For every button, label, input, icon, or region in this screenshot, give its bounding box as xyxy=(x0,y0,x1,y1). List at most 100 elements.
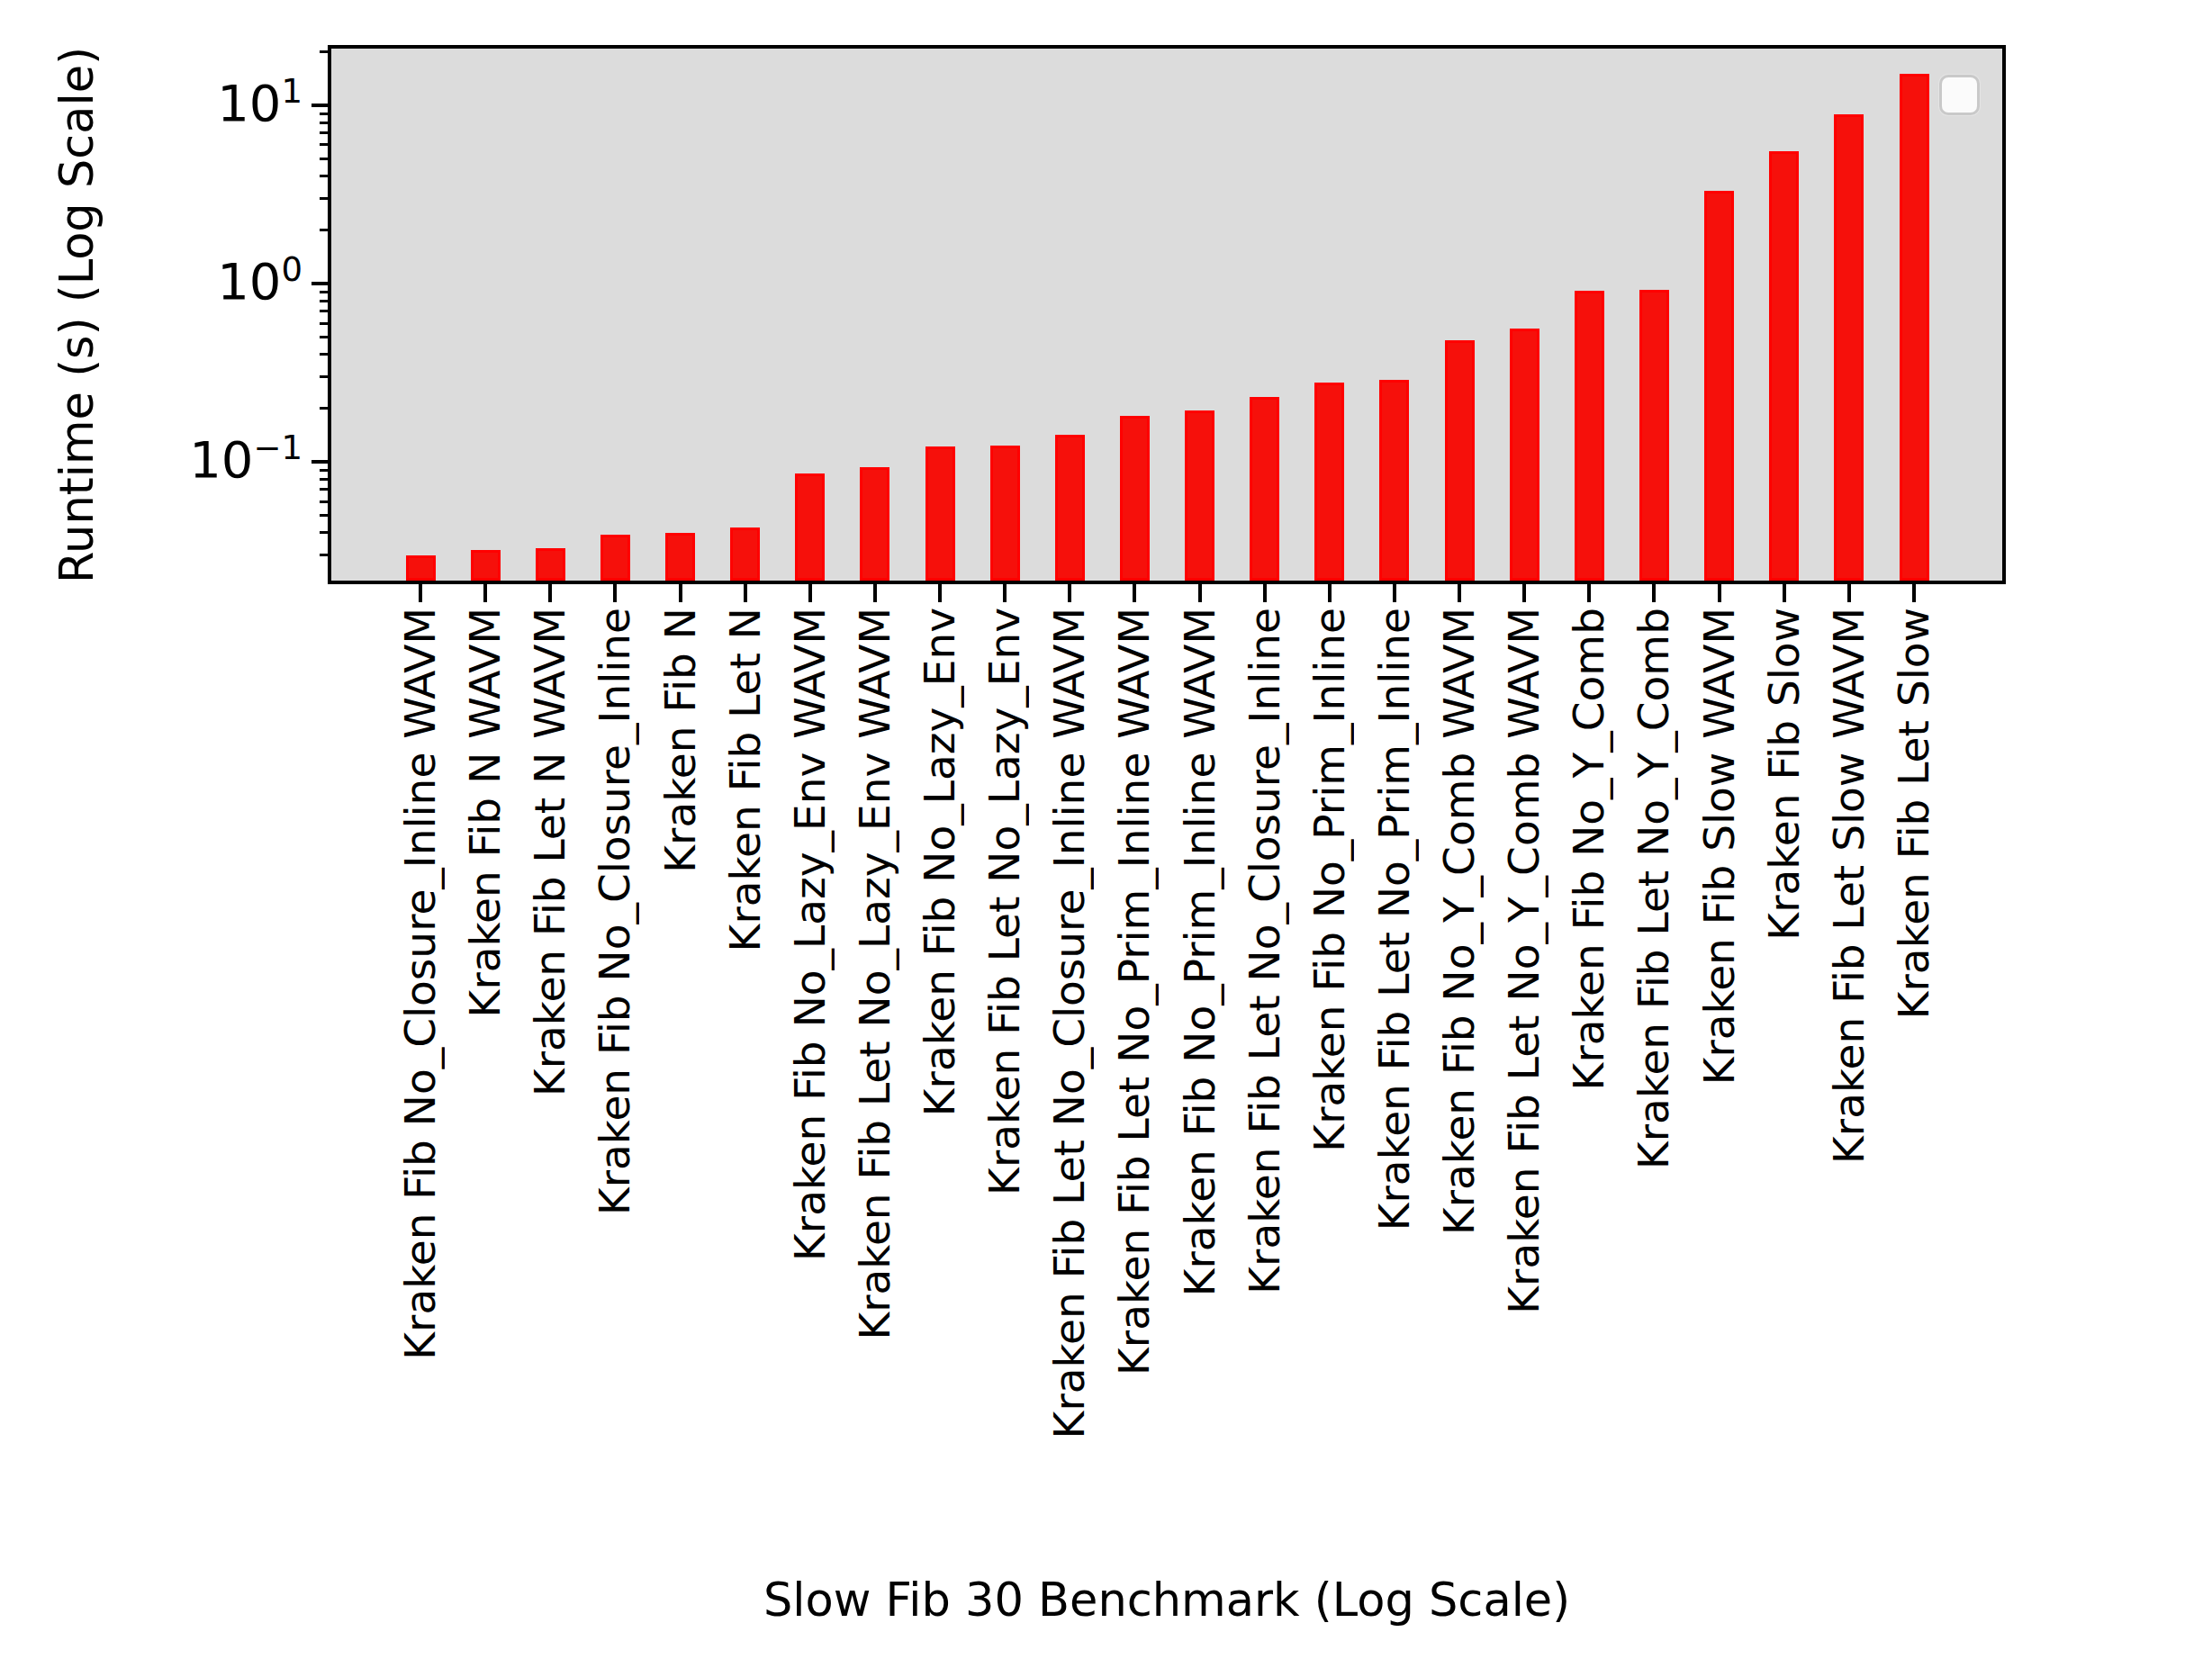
bar xyxy=(406,555,436,581)
x-tick-label: Kraken Fib No_Y_Comb WAVM xyxy=(1437,608,1482,1235)
x-tick xyxy=(808,581,812,602)
y-tick-minor xyxy=(320,291,331,293)
x-tick xyxy=(744,581,747,602)
x-tick xyxy=(679,581,682,602)
x-tick xyxy=(1458,581,1461,602)
y-tick-label: 10−1 xyxy=(189,430,302,489)
x-tick-label: Kraken Fib Let N WAVM xyxy=(528,608,573,1096)
y-tick-minor xyxy=(320,310,331,312)
bar xyxy=(1379,380,1409,581)
y-tick-label-base: 10 xyxy=(217,74,281,132)
y-tick-label: 101 xyxy=(217,74,302,132)
y-tick-minor xyxy=(320,554,331,556)
x-tick-label: Kraken Fib Let No_Y_Comb xyxy=(1631,608,1676,1169)
y-tick-minor xyxy=(320,353,331,356)
x-tick-label: Kraken Fib N xyxy=(658,608,703,873)
x-tick xyxy=(1587,581,1591,602)
y-tick-label-exponent: 1 xyxy=(281,72,302,111)
x-tick-label: Kraken Fib No_Lazy_Env WAVM xyxy=(788,608,833,1261)
y-tick-minor xyxy=(320,122,331,124)
y-tick-label-exponent: 0 xyxy=(281,250,302,289)
x-tick-label: Kraken Fib No_Prim_Inline xyxy=(1307,608,1352,1152)
x-tick-label: Kraken Fib Let Slow xyxy=(1891,608,1937,1019)
x-axis-label: Slow Fib 30 Benchmark (Log Scale) xyxy=(763,1573,1570,1627)
bar xyxy=(1120,416,1150,581)
y-tick-minor xyxy=(320,131,331,134)
x-tick xyxy=(1912,581,1916,602)
y-tick-major xyxy=(311,282,331,285)
y-tick-major xyxy=(311,460,331,464)
bar xyxy=(1314,383,1344,581)
bar xyxy=(1575,291,1604,581)
y-tick-label-base: 10 xyxy=(217,252,281,311)
x-tick-label: Kraken Fib Let Slow WAVM xyxy=(1827,608,1872,1164)
bar xyxy=(600,535,630,581)
y-tick-minor xyxy=(320,375,331,378)
bar xyxy=(1639,290,1669,581)
bar xyxy=(1055,435,1085,581)
legend-box xyxy=(1939,75,1980,115)
x-tick xyxy=(483,581,487,602)
bar xyxy=(1704,191,1734,581)
y-tick-minor xyxy=(320,322,331,325)
y-tick-minor xyxy=(320,229,331,231)
bar xyxy=(471,550,501,581)
y-tick-minor xyxy=(320,50,331,53)
x-tick xyxy=(1328,581,1332,602)
x-tick xyxy=(1718,581,1721,602)
y-tick-minor xyxy=(320,113,331,115)
x-tick xyxy=(1783,581,1786,602)
x-tick xyxy=(548,581,552,602)
x-tick-label: Kraken Fib Slow WAVM xyxy=(1697,608,1742,1085)
x-tick xyxy=(613,581,617,602)
x-tick-label: Kraken Fib Let No_Prim_Inline xyxy=(1372,608,1417,1231)
x-tick xyxy=(1847,581,1851,602)
x-tick-label: Kraken Fib No_Y_Comb xyxy=(1566,608,1612,1090)
x-tick xyxy=(1263,581,1267,602)
x-tick-label: Kraken Fib Let No_Lazy_Env xyxy=(982,608,1027,1195)
y-tick-minor xyxy=(320,175,331,177)
y-tick-major xyxy=(311,104,331,107)
y-tick-minor xyxy=(320,336,331,338)
y-tick-minor xyxy=(320,197,331,200)
x-tick xyxy=(1393,581,1396,602)
y-tick-minor xyxy=(320,407,331,410)
x-tick xyxy=(1068,581,1071,602)
x-tick xyxy=(419,581,422,602)
x-tick xyxy=(1652,581,1656,602)
x-tick-label: Kraken Fib Let No_Y_Comb WAVM xyxy=(1502,608,1547,1314)
y-tick-minor xyxy=(320,143,331,146)
x-tick xyxy=(938,581,942,602)
y-tick-minor xyxy=(320,514,331,517)
bar xyxy=(860,467,889,581)
x-tick xyxy=(1133,581,1136,602)
bar xyxy=(990,446,1020,581)
y-tick-minor xyxy=(320,478,331,481)
y-tick-minor xyxy=(320,300,331,302)
x-tick-label: Kraken Fib Let No_Closure_Inline WAVM xyxy=(1047,608,1092,1438)
bar xyxy=(1445,340,1475,581)
y-tick-label-base: 10 xyxy=(189,430,253,489)
x-tick xyxy=(873,581,877,602)
y-tick-minor xyxy=(320,158,331,160)
y-tick-label-exponent: −1 xyxy=(253,428,302,467)
x-tick-label: Kraken Fib Let No_Lazy_Env WAVM xyxy=(853,608,898,1340)
bar xyxy=(536,548,565,581)
x-tick-label: Kraken Fib Slow xyxy=(1762,608,1807,941)
x-tick-label: Kraken Fib Let N xyxy=(723,608,768,951)
x-tick xyxy=(1198,581,1202,602)
bar xyxy=(925,446,955,581)
x-tick-label: Kraken Fib No_Lazy_Env xyxy=(917,608,962,1116)
y-tick-minor xyxy=(320,500,331,503)
bar xyxy=(1510,329,1539,581)
bar xyxy=(1769,151,1799,581)
bar xyxy=(730,527,760,581)
x-tick-label: Kraken Fib Let No_Prim_Inline WAVM xyxy=(1112,608,1157,1375)
y-axis-label: Runtime (s) (Log Scale) xyxy=(52,46,103,582)
y-tick-label: 100 xyxy=(217,252,302,311)
x-tick xyxy=(1003,581,1007,602)
bar xyxy=(665,533,695,581)
plot-area xyxy=(328,45,2006,584)
y-tick-minor xyxy=(320,469,331,472)
figure: Kraken Fib No_Closure_Inline WAVMKraken … xyxy=(0,0,2212,1659)
